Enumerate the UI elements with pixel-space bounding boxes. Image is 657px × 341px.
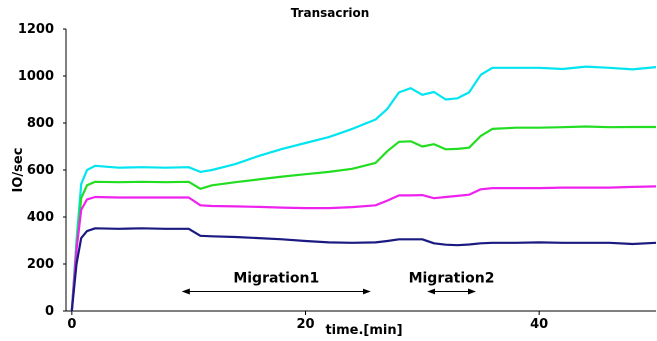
y-tick-label: 400 [27,210,54,225]
axes [65,29,656,312]
y-tick-label: 1000 [18,69,54,84]
migration-label-2: Migration2 [409,271,495,287]
y-axis-label: IO/sec [11,148,26,193]
y-tick-label: 200 [27,257,54,272]
tick-labels: 0 200 400 600 800 1000 1200 0 20 40 [18,22,548,332]
x-axis-label: time.[min] [325,323,402,338]
x-tick-label: 40 [530,317,548,332]
y-tick-label: 600 [27,163,54,178]
migration-label-1: Migration1 [233,271,319,287]
chart-title: Transacrion [291,6,370,20]
series-line-2 [70,125,656,312]
series-line-4 [70,227,657,312]
y-tick-label: 0 [45,304,54,319]
y-tick-label: 1200 [18,22,54,37]
x-tick-label: 20 [296,317,314,332]
series-line-1 [70,65,657,312]
x-tick-label: 0 [67,317,76,332]
annotations: Migration1 Migration2 [181,271,495,295]
y-tick-label: 800 [27,116,54,131]
series-line-3 [70,185,657,312]
series-lines [70,65,657,312]
